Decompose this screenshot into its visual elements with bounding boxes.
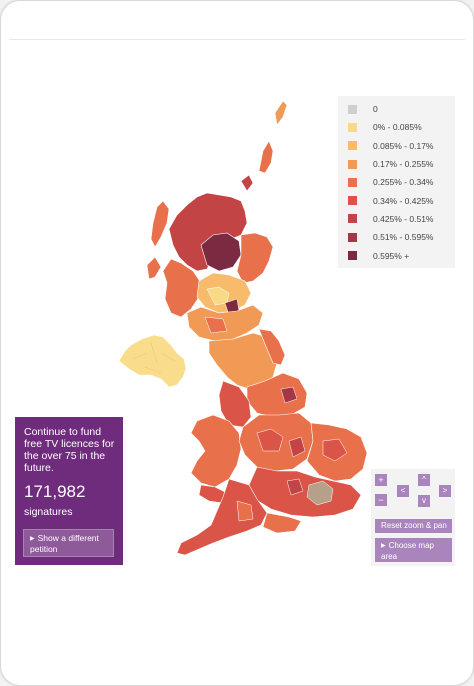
signature-count: 171,982 bbox=[24, 482, 86, 501]
triangle-right-icon: ▶ bbox=[30, 536, 35, 542]
legend-item: 0.595% + bbox=[338, 246, 455, 264]
map-region-western-isles[interactable] bbox=[150, 200, 170, 248]
choose-map-area-label: Choose map area bbox=[381, 541, 434, 561]
legend-item: 0.51% - 0.595% bbox=[338, 228, 455, 246]
map-region-south-west[interactable] bbox=[176, 478, 268, 556]
legend-label: 0.595% + bbox=[373, 250, 410, 261]
legend-item: 0.17% - 0.255% bbox=[338, 155, 455, 173]
petition-title: Continue to fund free TV licences for th… bbox=[24, 426, 115, 474]
legend-item: 0.34% - 0.425% bbox=[338, 191, 455, 209]
legend-item: 0% - 0.085% bbox=[338, 118, 455, 136]
legend-label: 0.425% - 0.51% bbox=[373, 213, 434, 224]
legend-swatch bbox=[348, 177, 357, 187]
map-region-northeast[interactable] bbox=[258, 328, 286, 366]
map-region-argyll[interactable] bbox=[162, 258, 202, 318]
zoom-in-button[interactable]: + bbox=[375, 474, 387, 486]
legend-label: 0.085% - 0.17% bbox=[373, 140, 434, 151]
map-region-northern-ireland[interactable] bbox=[118, 334, 187, 388]
petition-panel: Continue to fund free TV licences for th… bbox=[15, 417, 123, 565]
map-region-yorkshire[interactable] bbox=[246, 372, 308, 418]
pan-up-button[interactable]: ^ bbox=[418, 474, 430, 486]
legend-swatch bbox=[348, 104, 357, 114]
zoom-out-button[interactable]: − bbox=[375, 494, 387, 506]
legend-label: 0.255% - 0.34% bbox=[373, 177, 434, 188]
legend-item: 0.085% - 0.17% bbox=[338, 137, 455, 155]
legend-item: 0.425% - 0.51% bbox=[338, 210, 455, 228]
legend-label: 0.51% - 0.595% bbox=[373, 232, 434, 243]
map-legend: 0 0% - 0.085% 0.085% - 0.17% 0.17% - 0.255%… bbox=[338, 96, 455, 268]
legend-label: 0.34% - 0.425% bbox=[373, 195, 434, 206]
legend-label: 0.17% - 0.255% bbox=[373, 159, 434, 170]
legend-swatch bbox=[348, 141, 357, 151]
map-region-scotland-highlands[interactable] bbox=[168, 192, 248, 272]
reset-zoom-pan-button[interactable]: Reset zoom & pan bbox=[375, 519, 452, 533]
map-region-southern-scotland[interactable] bbox=[186, 304, 264, 342]
pan-left-button[interactable]: < bbox=[397, 485, 409, 497]
legend-swatch bbox=[348, 232, 357, 242]
legend-swatch bbox=[348, 159, 357, 169]
legend-item: 0.255% - 0.34% bbox=[338, 173, 455, 191]
pan-right-button[interactable]: > bbox=[439, 485, 451, 497]
legend-swatch bbox=[348, 214, 357, 224]
show-different-petition-label: Show a different petition bbox=[30, 533, 99, 554]
show-different-petition-button[interactable]: ▶ Show a different petition bbox=[23, 529, 114, 557]
map-region-london[interactable] bbox=[306, 480, 334, 506]
legend-swatch bbox=[348, 196, 357, 206]
legend-item: 0 bbox=[338, 100, 455, 118]
map-controls: + − ^ < > v Reset zoom & pan ▶ Choose map… bbox=[371, 469, 455, 566]
legend-label: 0 bbox=[373, 104, 378, 115]
signature-count-label: signatures bbox=[24, 506, 73, 518]
triangle-right-icon: ▶ bbox=[381, 543, 386, 549]
legend-swatch bbox=[348, 251, 357, 261]
choose-map-area-button[interactable]: ▶ Choose map area bbox=[375, 538, 452, 562]
map-region-aberdeenshire[interactable] bbox=[236, 232, 274, 284]
pan-down-button[interactable]: v bbox=[418, 495, 430, 507]
reset-zoom-pan-label: Reset zoom & pan bbox=[381, 521, 447, 530]
legend-swatch bbox=[348, 122, 357, 132]
legend-label: 0% - 0.085% bbox=[373, 122, 422, 133]
map-region-south-east[interactable] bbox=[248, 466, 362, 518]
